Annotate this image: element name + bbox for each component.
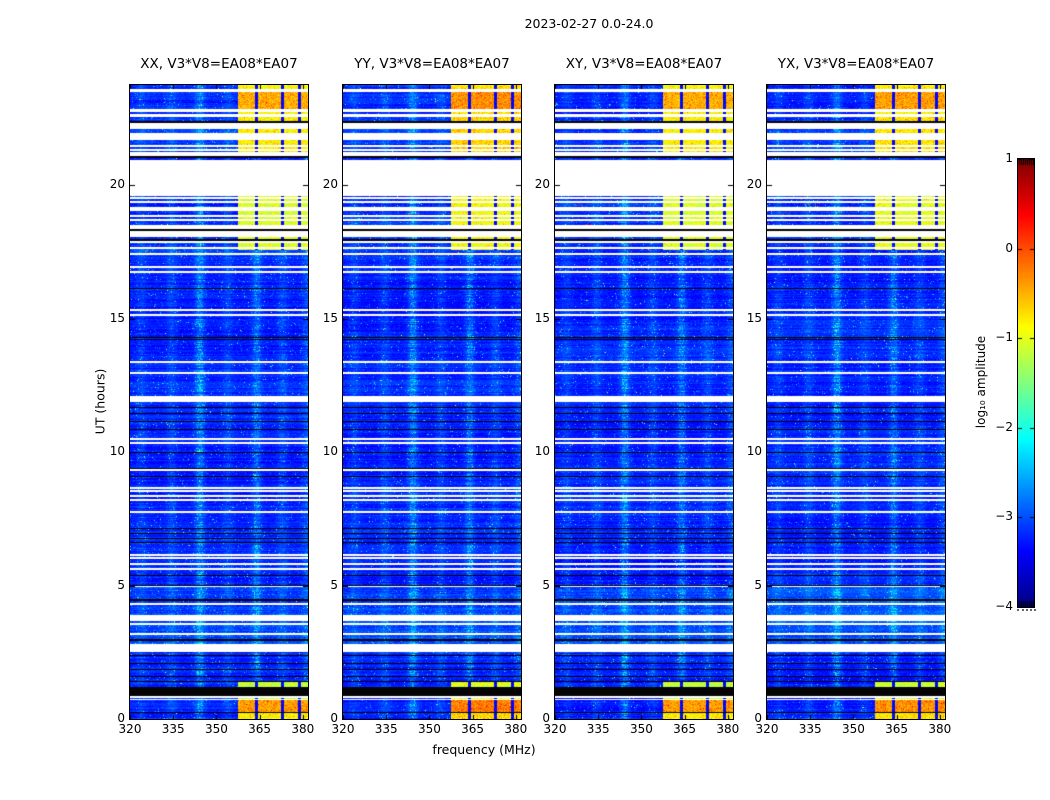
x-tick-label: 365 (885, 722, 909, 736)
colorbar-tick-label: −1 (995, 330, 1013, 345)
y-tick-label: 5 (117, 577, 125, 592)
x-tick-label: 380 (291, 722, 315, 736)
y-tick-label: 15 (322, 310, 338, 325)
y-tick-label: 0 (330, 711, 338, 725)
y-tick-label: 5 (542, 577, 550, 592)
panel-title-xx: XX, V3*V8=EA08*EA07 (140, 56, 298, 72)
y-tick-label: 20 (746, 177, 762, 191)
colorbar-tick-label: 1 (1005, 151, 1013, 165)
colorbar-tick-label: −3 (995, 509, 1013, 524)
x-tick-label: 380 (716, 722, 740, 736)
x-axis-label: frequency (MHz) (432, 742, 536, 757)
x-tick-label: 320 (755, 722, 779, 736)
x-tick-label: 365 (248, 722, 272, 736)
colorbar-canvas (1017, 158, 1035, 608)
y-tick-label: 0 (117, 711, 125, 725)
x-tick-label: 335 (374, 722, 398, 736)
colorbar-tick-label: −2 (995, 419, 1013, 434)
y-tick-label: 0 (542, 711, 550, 725)
spectrogram-panel-xx: XX, V3*V8=EA08*EA07 320 335 350 365 380 0 5 10 1… (110, 56, 315, 736)
spectrogram-panel-xy: XY, V3*V8=EA08*EA07 320 335 350 365 380 0 5 10 1… (535, 56, 740, 736)
y-tick-label: 15 (746, 310, 762, 325)
spectrogram-canvas-yy (342, 84, 522, 720)
spectrogram-canvas-yx (766, 84, 946, 720)
colorbar-label: log₁₀ amplitude (974, 335, 988, 429)
colorbar-dotted-edge (1017, 609, 1036, 611)
spectrogram-canvas-xx (129, 84, 309, 720)
x-tick-label: 335 (586, 722, 610, 736)
y-tick-label: 15 (109, 310, 125, 325)
y-tick-label: 10 (109, 444, 125, 458)
spectrogram-panel-yy: YY, V3*V8=EA08*EA07 320 335 350 365 380 0 5 10 1… (323, 56, 528, 736)
x-tick-label: 350 (204, 722, 228, 736)
y-tick-label: 20 (534, 177, 550, 191)
x-tick-label: 350 (629, 722, 653, 736)
panel-title-xy: XY, V3*V8=EA08*EA07 (565, 56, 723, 72)
y-tick-label: 10 (534, 444, 550, 458)
y-axis-label: UT (hours) (92, 368, 108, 435)
y-tick-label: 10 (322, 444, 338, 458)
y-tick-label: 5 (330, 577, 338, 592)
x-tick-label: 335 (161, 722, 185, 736)
panel-title-yx: YX, V3*V8=EA08*EA07 (777, 56, 935, 72)
y-tick-label: 20 (109, 177, 125, 191)
colorbar: 1 0 −1 −2 −3 −4 (995, 151, 1035, 613)
x-tick-label: 335 (798, 722, 822, 736)
y-tick-label: 20 (322, 177, 338, 191)
figure-title: 2023-02-27 0.0-24.0 (524, 16, 654, 31)
y-tick-label: 5 (754, 577, 762, 592)
x-tick-label: 350 (841, 722, 865, 736)
x-tick-label: 380 (504, 722, 528, 736)
colorbar-tick-label: −4 (995, 599, 1013, 613)
x-tick-label: 380 (928, 722, 952, 736)
x-tick-label: 320 (543, 722, 567, 736)
x-tick-label: 365 (673, 722, 697, 736)
y-tick-label: 10 (746, 444, 762, 458)
x-tick-label: 350 (417, 722, 441, 736)
y-tick-label: 15 (534, 310, 550, 325)
spectrogram-panel-yx: YX, V3*V8=EA08*EA07 320 335 350 365 380 0 5 10 1… (747, 56, 952, 736)
colorbar-tick-label: 0 (1005, 240, 1013, 255)
x-tick-label: 320 (118, 722, 142, 736)
spectrogram-canvas-xy (554, 84, 734, 720)
y-tick-label: 0 (754, 711, 762, 725)
x-tick-label: 320 (331, 722, 355, 736)
panel-title-yy: YY, V3*V8=EA08*EA07 (354, 56, 510, 72)
x-tick-label: 365 (461, 722, 485, 736)
